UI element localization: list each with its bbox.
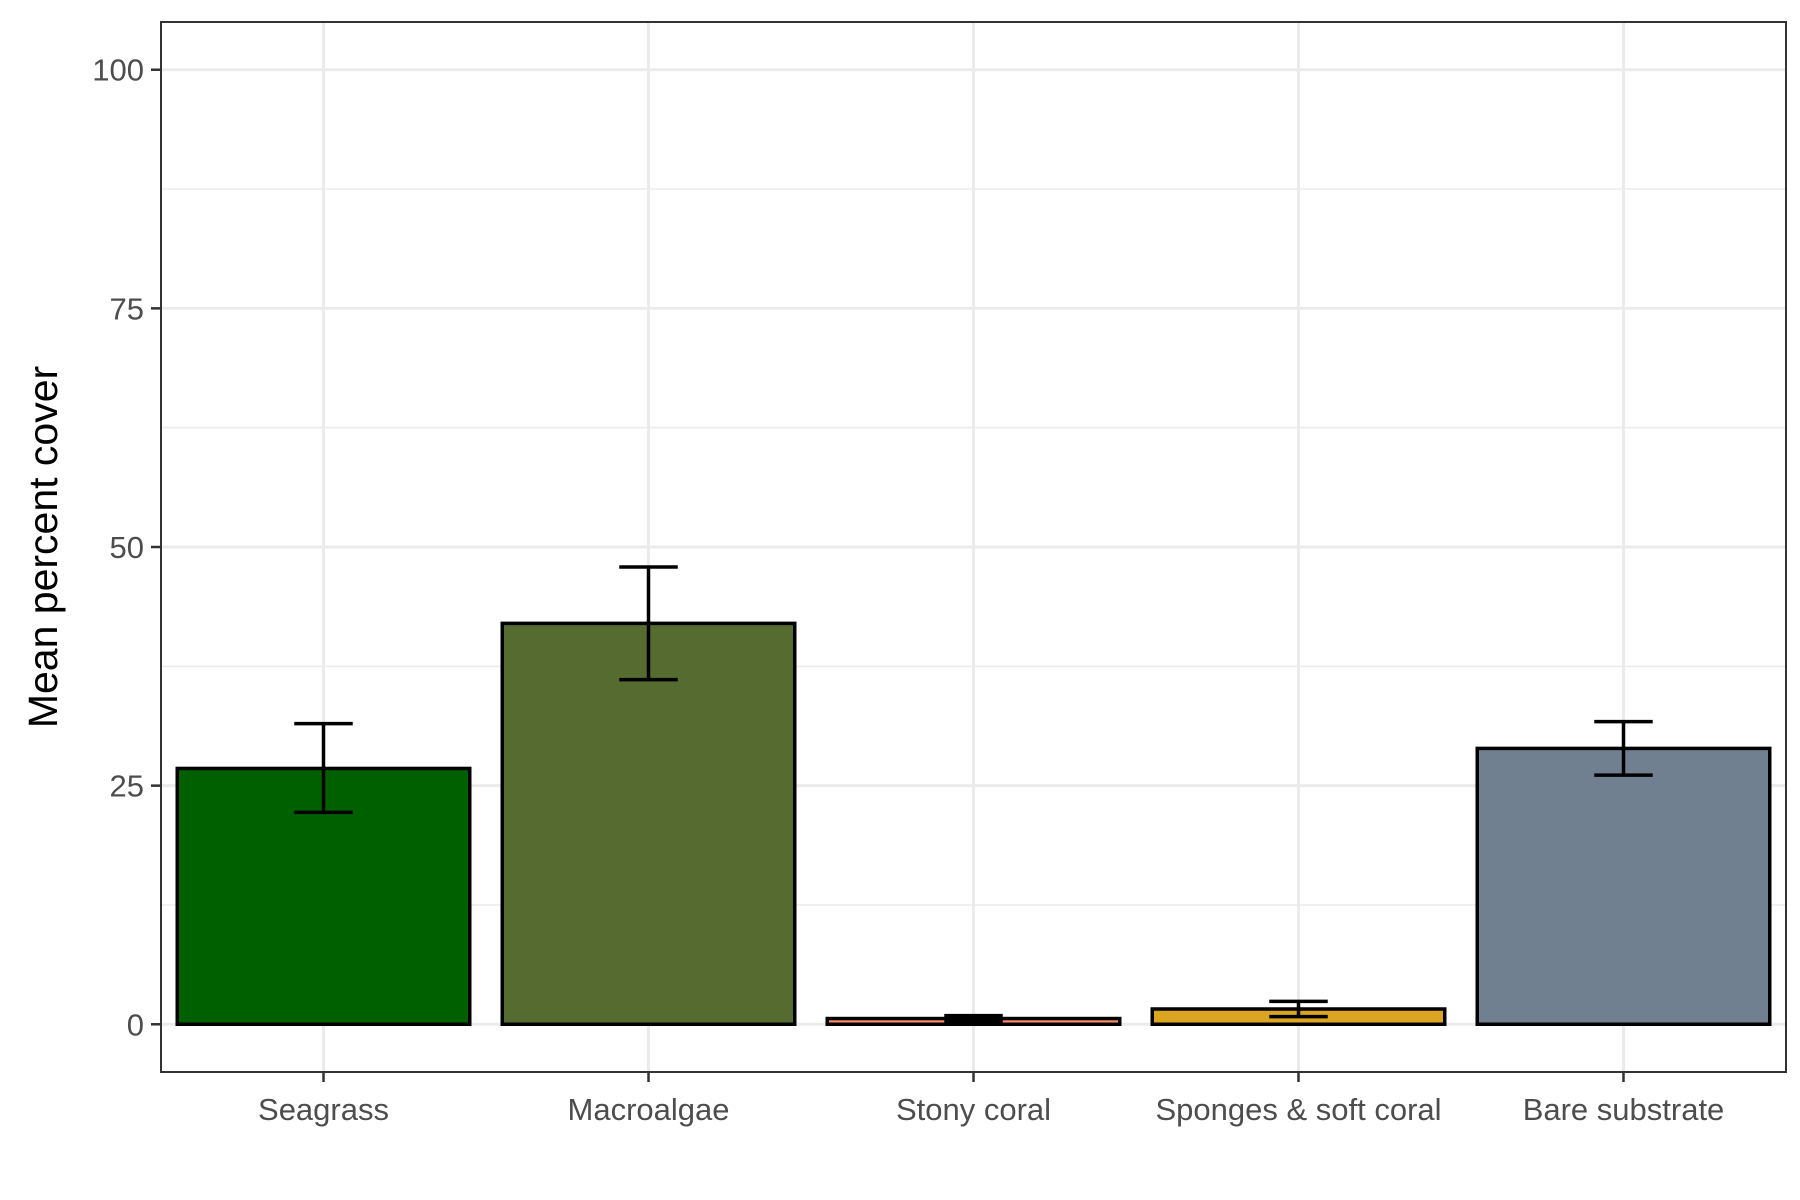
y-tick-label: 75 (110, 291, 144, 326)
x-axis: Seagrass Macroalgae Stony coral Sponges & s… (258, 1072, 1724, 1127)
y-tick-label: 0 (127, 1007, 144, 1042)
y-axis-title: Mean percent cover (20, 366, 66, 728)
y-tick-label: 100 (92, 53, 144, 88)
x-tick-label: Bare substrate (1523, 1092, 1725, 1127)
y-tick-label: 50 (110, 530, 144, 565)
bar-bare-substrate (1475, 746, 1772, 1027)
x-tick-label: Stony coral (896, 1092, 1051, 1127)
error-bars (294, 565, 1653, 1024)
x-tick-label: Sponges & soft coral (1155, 1092, 1441, 1127)
x-tick-label: Seagrass (258, 1092, 389, 1127)
y-axis: 0 25 50 75 100 (92, 53, 161, 1042)
bar-macroalgae (500, 621, 797, 1027)
x-tick-label: Macroalgae (568, 1092, 730, 1127)
y-tick-label: 25 (110, 769, 144, 804)
